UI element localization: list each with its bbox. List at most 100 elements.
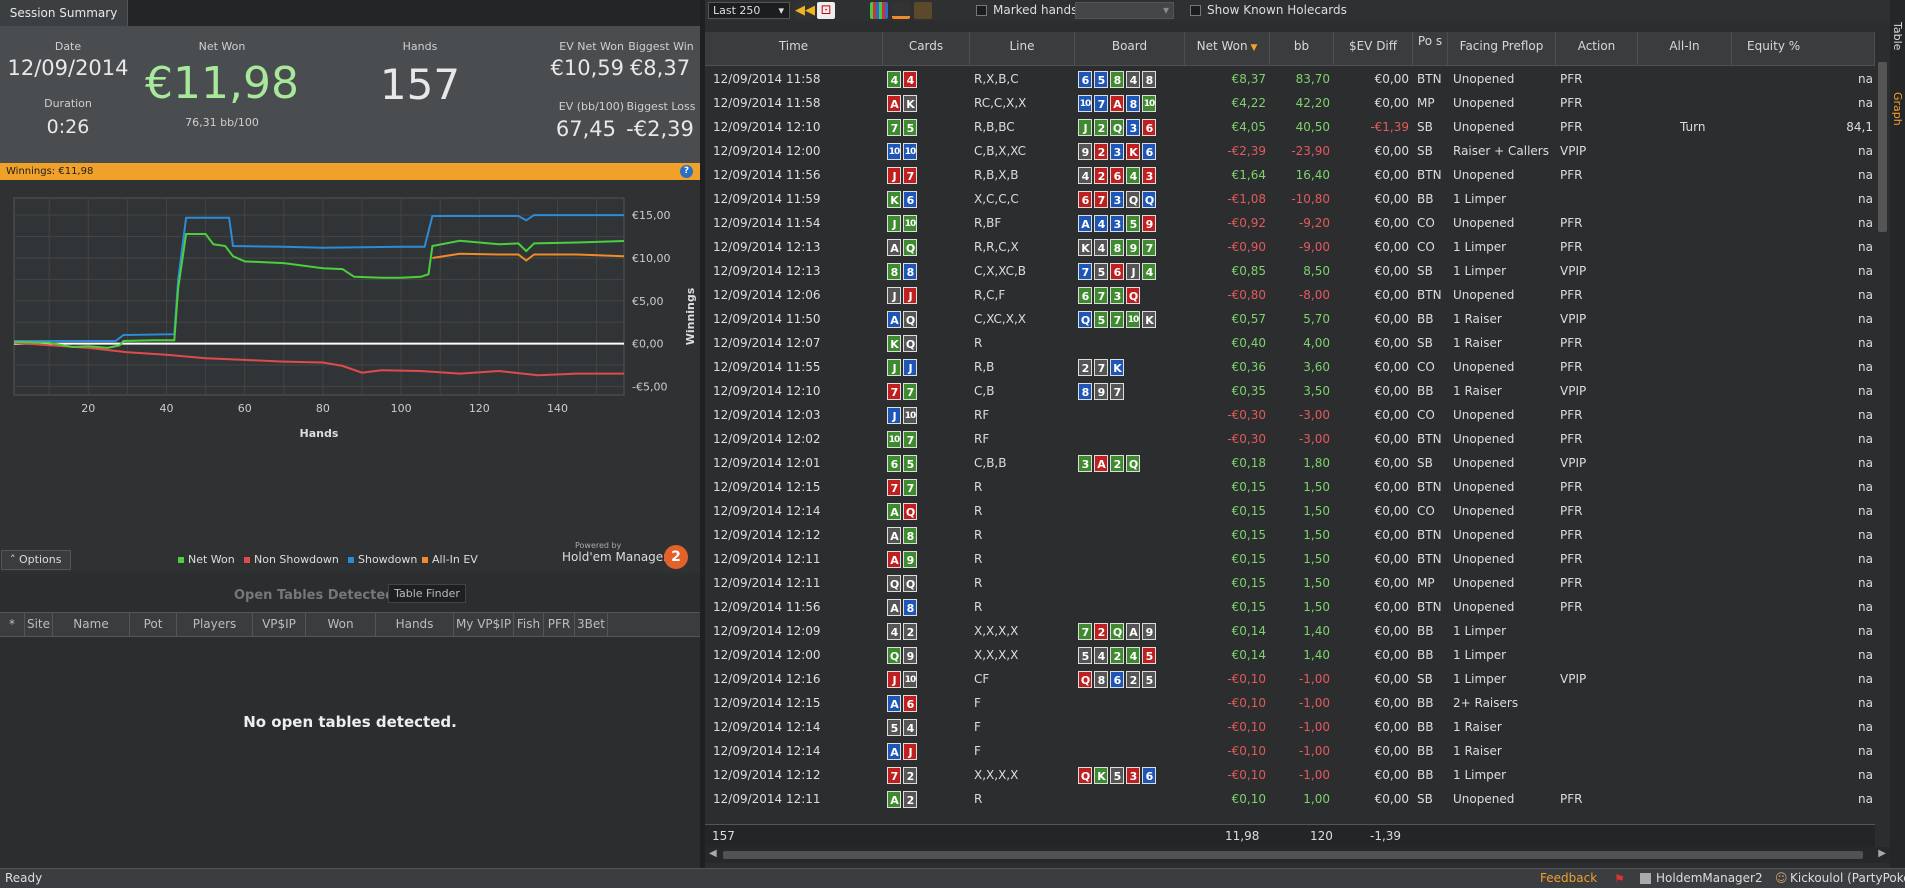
col-all-in[interactable]: All-In bbox=[1638, 32, 1732, 66]
vertical-scrollbar[interactable] bbox=[1875, 32, 1890, 847]
col-bb[interactable]: bb bbox=[1270, 32, 1334, 66]
card: 7 bbox=[903, 167, 917, 184]
help-icon[interactable]: ? bbox=[680, 165, 693, 178]
table-row[interactable]: 12/09/2014 12:15 7 7 R €0,15 1,50 €0,00 BTN Unop… bbox=[705, 475, 1875, 499]
card: 6 bbox=[903, 191, 917, 208]
table-row[interactable]: 12/09/2014 12:11 A 9 R €0,15 1,50 €0,00 BTN Unop… bbox=[705, 547, 1875, 571]
cell-ev-diff: €0,00 bbox=[1374, 768, 1409, 782]
show-holecards-checbox[interactable] bbox=[1190, 5, 1201, 16]
col-ev-diff[interactable]: $EV Diff bbox=[1334, 32, 1413, 66]
side-tab-graph[interactable]: Graph bbox=[1891, 92, 1904, 126]
table-row[interactable]: 12/09/2014 12:00 Q 9 X,X,X,X 5 4 2 4 5 €0,14 1,40 €… bbox=[705, 643, 1875, 667]
ev-bb100-label: EV (bb/100) bbox=[558, 100, 624, 113]
table-row[interactable]: 12/09/2014 11:54 J 10 R,BF A 4 3 5 9 -€0,92 -9,20 €… bbox=[705, 211, 1875, 235]
totals-row: 157 11,98 120 -1,39 bbox=[705, 824, 1875, 847]
col-vpip[interactable]: VP$IP bbox=[253, 613, 306, 636]
col-pfr[interactable]: PFR bbox=[544, 613, 575, 636]
cell-ev-diff: €0,00 bbox=[1374, 312, 1409, 326]
table-row[interactable]: 12/09/2014 11:58 A K RC,C,X,X 10 7 A 8 10 €4,22 42… bbox=[705, 91, 1875, 115]
col-board[interactable]: Board bbox=[1075, 32, 1185, 66]
grid-icon[interactable] bbox=[870, 2, 888, 19]
table-row[interactable]: 12/09/2014 11:58 4 4 R,X,B,C 6 5 8 4 8 €8,37 83,70… bbox=[705, 67, 1875, 91]
col-pot[interactable]: Pot bbox=[130, 613, 177, 636]
table-row[interactable]: 12/09/2014 12:03 J 10 RF -€0,30 -3,00 €0,00 CO U… bbox=[705, 403, 1875, 427]
card: J bbox=[887, 167, 901, 184]
table-row[interactable]: 12/09/2014 11:59 K 6 X,C,C,C 6 7 3 Q Q -€1,08 -10,… bbox=[705, 187, 1875, 211]
table-row[interactable]: 12/09/2014 12:14 A Q R €0,15 1,50 €0,00 CO Unope… bbox=[705, 499, 1875, 523]
cell-position: MP bbox=[1417, 96, 1435, 110]
table-row[interactable]: 12/09/2014 12:12 A 8 R €0,15 1,50 €0,00 BTN Unop… bbox=[705, 523, 1875, 547]
table-row[interactable]: 12/09/2014 12:00 10 10 C,B,X,XC 9 2 3 K 6 -€2,39 -… bbox=[705, 139, 1875, 163]
trophy-icon[interactable] bbox=[914, 2, 932, 19]
col-fish[interactable]: Fish bbox=[514, 613, 544, 636]
table-row[interactable]: 12/09/2014 12:14 5 4 F -€0,10 -1,00 €0,00 BB 1 R… bbox=[705, 715, 1875, 739]
app-name[interactable]: HoldemManager2 bbox=[1656, 871, 1763, 885]
card: Q bbox=[1126, 287, 1140, 304]
col-position[interactable]: Po s bbox=[1413, 32, 1448, 66]
col-star[interactable]: * bbox=[0, 613, 25, 636]
table-row[interactable]: 12/09/2014 12:13 8 8 C,X,XC,B 7 5 6 J 4 €0,85 8,50… bbox=[705, 259, 1875, 283]
table-row[interactable]: 12/09/2014 12:11 Q Q R €0,15 1,50 €0,00 MP Unope… bbox=[705, 571, 1875, 595]
col-players[interactable]: Players bbox=[177, 613, 253, 636]
replayer-icon[interactable]: ⚀ bbox=[817, 2, 835, 19]
col-my-vpip[interactable]: My VP$IP bbox=[454, 613, 514, 636]
legend-net-won[interactable]: Net Won bbox=[178, 553, 235, 566]
table-row[interactable]: 12/09/2014 12:09 4 2 X,X,X,X 7 2 Q A 9 €0,14 1,40 €… bbox=[705, 619, 1875, 643]
table-row[interactable]: 12/09/2014 12:15 A 6 F -€0,10 -1,00 €0,00 BB 2+ … bbox=[705, 691, 1875, 715]
col-facing-preflop[interactable]: Facing Preflop bbox=[1448, 32, 1556, 66]
table-row[interactable]: 12/09/2014 11:55 J J R,B 2 7 K €0,36 3,60 €0,00 CO… bbox=[705, 355, 1875, 379]
table-row[interactable]: 12/09/2014 12:14 A J F -€0,10 -1,00 €0,00 BB 1 R… bbox=[705, 739, 1875, 763]
range-select[interactable]: Last 250 ▾ bbox=[708, 2, 790, 19]
table-row[interactable]: 12/09/2014 12:12 7 2 X,X,X,X Q K 5 3 6 -€0,10 -1,0… bbox=[705, 763, 1875, 787]
table-row[interactable]: 12/09/2014 12:01 6 5 C,B,B 3 A 2 Q €0,18 1,80 €0,0… bbox=[705, 451, 1875, 475]
col-cards[interactable]: Cards bbox=[883, 32, 970, 66]
legend-showdown[interactable]: Showdown bbox=[348, 553, 417, 566]
arrow-left-icon[interactable]: ◀ bbox=[709, 848, 717, 859]
table-row[interactable]: 12/09/2014 12:06 J J R,C,F 6 7 3 Q -€0,80 -8,00 €0… bbox=[705, 283, 1875, 307]
table-row[interactable]: 12/09/2014 11:50 A Q C,XC,X,X Q 5 7 10 K €0,57 5,7… bbox=[705, 307, 1875, 331]
table-row[interactable]: 12/09/2014 12:13 A Q R,R,C,X K 4 8 9 7 -€0,90 -9,0… bbox=[705, 235, 1875, 259]
legend-non-showdown[interactable]: Non Showdown bbox=[244, 553, 339, 566]
marked-hands-checkbox[interactable] bbox=[976, 5, 987, 16]
cell-board: Q 5 7 10 K bbox=[1078, 307, 1158, 331]
scroll-thumb[interactable] bbox=[723, 851, 1863, 859]
table-row[interactable]: 12/09/2014 12:10 7 7 C,B 8 9 7 €0,35 3,50 €0,00 BB… bbox=[705, 379, 1875, 403]
player-name[interactable]: Kickoulol (PartyPoker) bbox=[1790, 871, 1905, 885]
table-row[interactable]: 12/09/2014 12:02 10 7 RF -€0,30 -3,00 €0,00 BTN… bbox=[705, 427, 1875, 451]
tab-session-summary[interactable]: Session Summary bbox=[0, 0, 128, 26]
stats-chart-icon[interactable] bbox=[892, 2, 910, 19]
col-time[interactable]: Time bbox=[705, 32, 883, 66]
col-equity[interactable]: Equity % bbox=[1732, 32, 1875, 66]
scroll-thumb[interactable] bbox=[1878, 62, 1887, 232]
table-row[interactable]: 12/09/2014 12:10 7 5 R,B,BC J 2 Q 3 6 €4,05 40,50 -… bbox=[705, 115, 1875, 139]
col-site[interactable]: Site bbox=[25, 613, 53, 636]
col-action[interactable]: Action bbox=[1556, 32, 1638, 66]
side-tab-table[interactable]: Table bbox=[1891, 22, 1904, 51]
card: 5 bbox=[1094, 263, 1108, 280]
cell-net-won: €0,15 bbox=[1231, 600, 1266, 614]
options-button[interactable]: ˄ Options bbox=[1, 550, 71, 570]
table-row[interactable]: 12/09/2014 11:56 J 7 R,B,X,B 4 2 6 4 3 €1,64 16,40… bbox=[705, 163, 1875, 187]
marked-hands-select[interactable]: ▾ bbox=[1075, 2, 1174, 19]
legend-all-in-ev[interactable]: All-In EV bbox=[422, 553, 478, 566]
rewind-icon[interactable]: ◀◀ bbox=[795, 2, 815, 19]
panel-splitter[interactable] bbox=[700, 0, 705, 868]
col-line[interactable]: Line bbox=[970, 32, 1075, 66]
col-won[interactable]: Won bbox=[306, 613, 376, 636]
table-finder-button[interactable]: Table Finder bbox=[388, 584, 466, 603]
cell-facing-preflop: Unopened bbox=[1453, 216, 1515, 230]
table-row[interactable]: 12/09/2014 12:07 K Q R €0,40 4,00 €0,00 SB 1 Rai… bbox=[705, 331, 1875, 355]
table-row[interactable]: 12/09/2014 12:16 J 10 CF Q 8 6 2 5 -€0,10 -1,00 €0,… bbox=[705, 667, 1875, 691]
table-row[interactable]: 12/09/2014 11:56 A 8 R €0,15 1,50 €0,00 BTN Unop… bbox=[705, 595, 1875, 619]
col-net-won[interactable]: Net Won ▼ bbox=[1185, 32, 1270, 66]
col-name[interactable]: Name bbox=[53, 613, 130, 636]
col-hands[interactable]: Hands bbox=[376, 613, 454, 636]
table-row[interactable]: 12/09/2014 12:11 A 2 R €0,10 1,00 €0,00 SB Unope… bbox=[705, 787, 1875, 811]
col-3bet[interactable]: 3Bet bbox=[575, 613, 608, 636]
feedback-link[interactable]: Feedback bbox=[1540, 871, 1598, 885]
horizontal-scrollbar[interactable]: ◀ ▶ bbox=[705, 847, 1890, 863]
arrow-right-icon[interactable]: ▶ bbox=[1878, 848, 1886, 859]
